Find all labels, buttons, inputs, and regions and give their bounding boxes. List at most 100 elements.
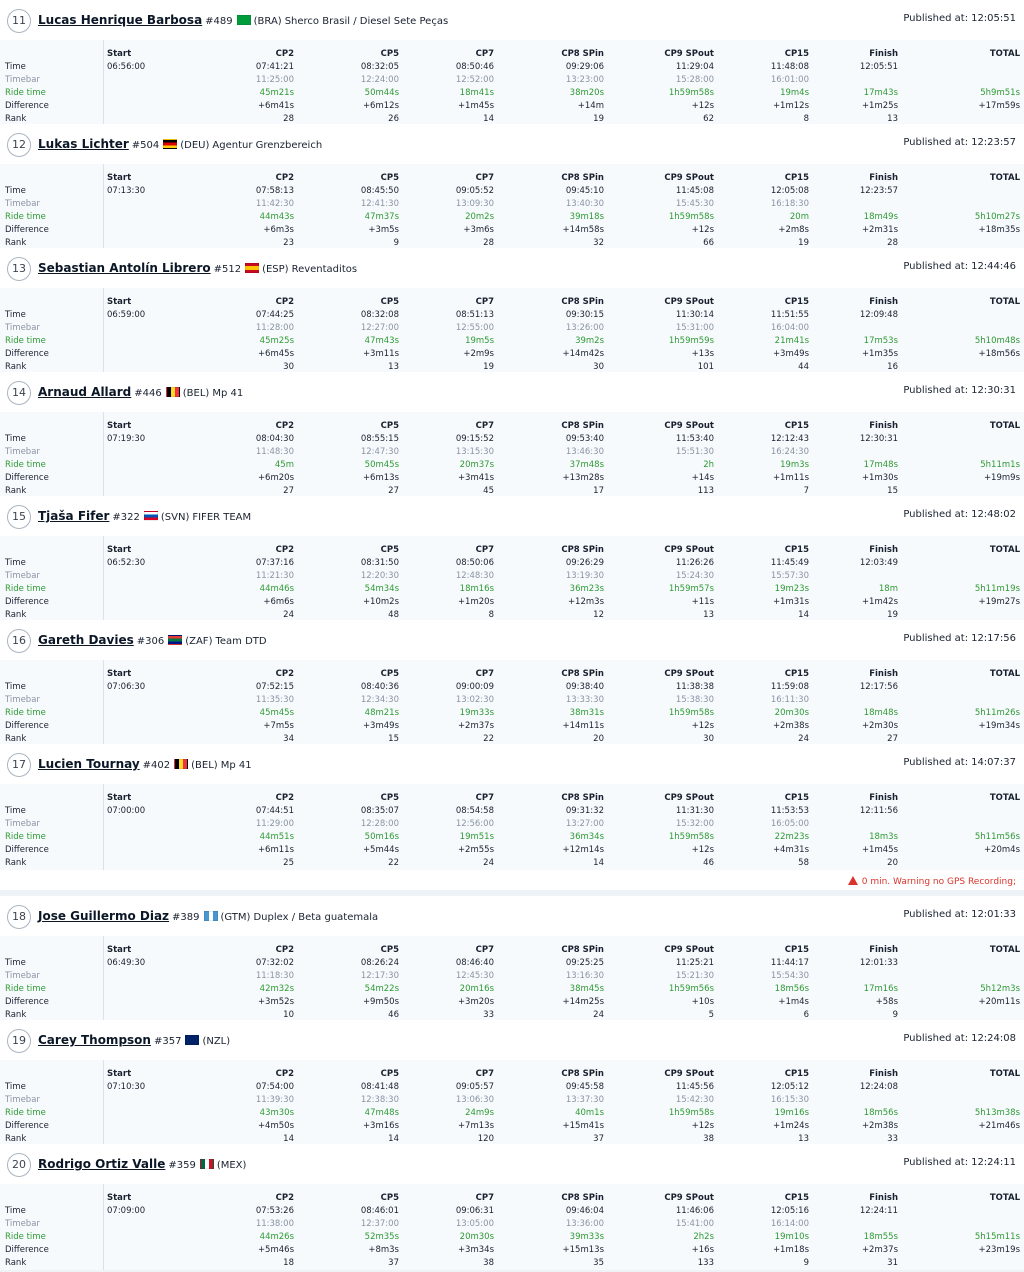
column-header: TOTAL <box>989 297 1020 307</box>
time-cell: 07:53:26 <box>255 1206 294 1216</box>
ride-time-cell: 18m3s <box>869 832 898 842</box>
ride-time-label: Ride time <box>5 984 46 994</box>
flag-guatemala-icon <box>203 911 218 921</box>
difference-cell: +4m50s <box>257 1121 294 1131</box>
difference-cell: +1m4s <box>778 997 809 1007</box>
column-header: TOTAL <box>989 1193 1020 1203</box>
time-cell: 12:05:08 <box>770 186 809 196</box>
timebar-cell: 13:33:30 <box>565 695 604 705</box>
timebar-cell: 16:18:30 <box>770 199 809 209</box>
ride-time-cell: 19m33s <box>459 708 494 718</box>
timebar-cell: 12:34:30 <box>360 695 399 705</box>
rank-cell: 62 <box>703 114 714 124</box>
difference-label: Difference <box>5 721 49 731</box>
time-cell: 11:45:56 <box>675 1082 714 1092</box>
column-header: Start <box>107 297 132 307</box>
rank-cell: 33 <box>483 1010 494 1020</box>
rank-cell: 24 <box>483 858 494 868</box>
ride-time-cell: 43m30s <box>259 1108 294 1118</box>
rider-name-link[interactable]: Tjaša Fifer <box>38 509 110 523</box>
difference-cell: +2m38s <box>861 1121 898 1131</box>
time-cell: 08:31:50 <box>360 558 399 568</box>
timebar-cell: 15:45:30 <box>675 199 714 209</box>
rider-info: Sebastian Antolín Librero #512 (ESP) Revent… <box>38 260 357 278</box>
difference-cell: +12m14s <box>562 845 604 855</box>
difference-cell: +8m3s <box>368 1245 399 1255</box>
rider-name-link[interactable]: Arnaud Allard <box>38 385 132 399</box>
column-header: CP15 <box>784 173 809 183</box>
ride-time-cell: 21m41s <box>774 336 809 346</box>
ride-time-cell: 1h59m58s <box>668 212 714 222</box>
ride-time-label: Ride time <box>5 1232 46 1242</box>
rank-cell: 24 <box>798 734 809 744</box>
rider-name-link[interactable]: Jose Guillermo Diaz <box>38 909 170 923</box>
column-header: Start <box>107 173 132 183</box>
ride-time-cell: 5h12m3s <box>980 984 1020 994</box>
ride-time-label: Ride time <box>5 212 46 222</box>
ride-time-cell: 18m56s <box>863 1108 898 1118</box>
rider-name-link[interactable]: Carey Thompson <box>38 1033 151 1047</box>
column-header: CP5 <box>380 421 399 431</box>
timebar-cell: 11:38:00 <box>255 1219 294 1229</box>
ride-time-cell: 18m16s <box>459 584 494 594</box>
ride-time-cell: 20m <box>789 212 809 222</box>
difference-label: Difference <box>5 997 49 1007</box>
rider-team: Reventaditos <box>291 264 358 275</box>
difference-cell: +1m24s <box>772 1121 809 1131</box>
column-header: CP8 SPin <box>561 669 604 679</box>
column-header: CP8 SPin <box>561 545 604 555</box>
flag-mexico-icon <box>199 1159 214 1169</box>
difference-cell: +1m25s <box>861 101 898 111</box>
difference-cell: +6m6s <box>263 597 294 607</box>
rider-name-link[interactable]: Sebastian Antolín Librero <box>38 261 211 275</box>
time-label: Time <box>5 806 26 816</box>
ride-time-cell: 1h59m58s <box>668 1108 714 1118</box>
published-at: Published at: 14:07:37 <box>903 757 1016 768</box>
ride-time-cell: 19m51s <box>459 832 494 842</box>
rank-cell: 35 <box>593 1258 604 1268</box>
rank-cell: 8 <box>488 610 494 620</box>
time-cell: 09:45:58 <box>565 1082 604 1092</box>
splits-table: Start CP2 CP5 CP7 CP8 SPin CP9 SPout CP15 Finis… <box>0 936 1024 1022</box>
ride-time-cell: 18m56s <box>774 984 809 994</box>
rank-cell: 23 <box>283 238 294 248</box>
timebar-cell: 16:04:00 <box>770 323 809 333</box>
time-cell: 07:44:51 <box>255 806 294 816</box>
timebar-cell: 11:48:30 <box>255 447 294 457</box>
timebar-cell: 13:19:30 <box>565 571 604 581</box>
difference-cell: +3m34s <box>457 1245 494 1255</box>
rank-cell: 9 <box>393 238 399 248</box>
timebar-cell: 11:29:00 <box>255 819 294 829</box>
rank-label: Rank <box>5 610 27 620</box>
rank-cell: 38 <box>703 1134 714 1144</box>
position-badge: 11 <box>7 9 31 33</box>
timebar-cell: 15:57:30 <box>770 571 809 581</box>
difference-cell: +19m34s <box>978 721 1020 731</box>
rider-name-link[interactable]: Lukas Lichter <box>38 137 129 151</box>
rider-name-link[interactable]: Lucien Tournay <box>38 757 140 771</box>
rank-cell: 9 <box>892 1010 898 1020</box>
table-divider <box>103 784 104 870</box>
difference-cell: +2m9s <box>463 349 494 359</box>
rank-cell: 30 <box>703 734 714 744</box>
ride-time-cell: 47m37s <box>364 212 399 222</box>
ride-time-cell: 17m48s <box>863 460 898 470</box>
rider-country: (BEL) <box>191 760 218 771</box>
rider-name-link[interactable]: Rodrigo Ortiz Valle <box>38 1157 166 1171</box>
timebar-cell: 11:35:30 <box>255 695 294 705</box>
splits-table: Start CP2 CP5 CP7 CP8 SPin CP9 SPout CP15 Finis… <box>0 288 1024 374</box>
difference-cell: +21m46s <box>978 1121 1020 1131</box>
difference-cell: +2m37s <box>457 721 494 731</box>
ride-time-cell: 44m46s <box>259 584 294 594</box>
ride-time-cell: 44m51s <box>259 832 294 842</box>
column-header: CP8 SPin <box>561 945 604 955</box>
ride-time-cell: 19m3s <box>780 460 809 470</box>
rider-name-link[interactable]: Lucas Henrique Barbosa <box>38 13 203 27</box>
rank-cell: 46 <box>388 1010 399 1020</box>
difference-cell: +3m6s <box>463 225 494 235</box>
time-label: Time <box>5 310 26 320</box>
rider-number: #489 <box>205 16 233 27</box>
rider-name-link[interactable]: Gareth Davies <box>38 633 134 647</box>
rank-cell: 14 <box>283 1134 294 1144</box>
column-header: CP2 <box>275 945 294 955</box>
